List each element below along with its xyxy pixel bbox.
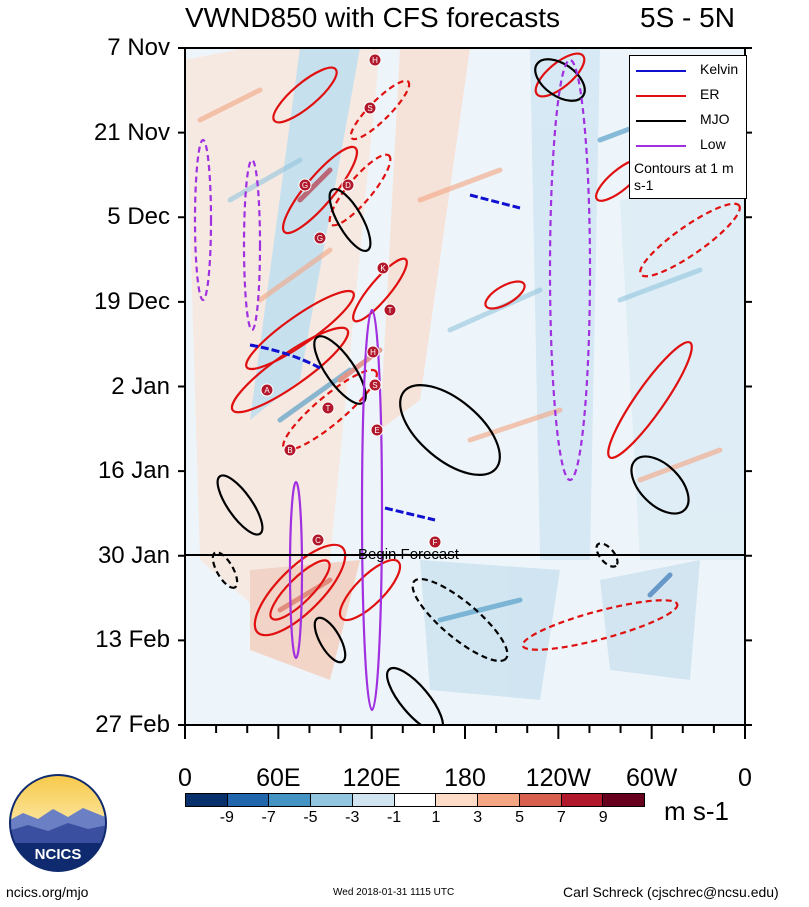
cyclone-marker: H (368, 53, 382, 67)
svg-text:F: F (433, 538, 438, 547)
legend-label: MJO (700, 111, 730, 127)
colorbar-swatch (311, 794, 353, 806)
footer-url[interactable]: ncics.org/mjo (6, 884, 89, 900)
svg-text:H: H (370, 348, 376, 357)
footer-author: Carl Schreck (cjschrec@ncsu.edu) (563, 884, 779, 900)
legend: Kelvin ER MJO Low Contours at 1 m s-1 (629, 55, 747, 199)
svg-text:E: E (374, 426, 379, 435)
legend-item: Kelvin (636, 60, 744, 82)
svg-text:G: G (317, 234, 323, 243)
y-tick-label: 7 Nov (107, 34, 170, 61)
svg-text:H: H (372, 56, 378, 65)
colorbar-tick-label: 7 (556, 809, 566, 826)
colorbar-swatch (186, 794, 228, 806)
svg-text:B: B (287, 446, 292, 455)
colorbar-tick-label: -9 (219, 809, 234, 826)
colorbar-tick-label: 9 (598, 809, 608, 826)
cyclone-marker: T (321, 401, 335, 415)
ncics-logo: NCICS (9, 774, 107, 872)
svg-text:D: D (345, 181, 351, 190)
colorbar-tick-label: -3 (345, 809, 360, 826)
colorbar-swatch (436, 794, 479, 806)
legend-label: Kelvin (700, 61, 739, 77)
x-tick-label: 180 (444, 764, 486, 792)
cyclone-marker: H (366, 345, 380, 359)
colorbar-units: m s-1 (664, 796, 729, 826)
colorbar-swatch (519, 794, 562, 806)
legend-swatch (636, 145, 686, 147)
cyclone-marker: K (376, 261, 390, 275)
logo-text: NCICS (35, 846, 82, 863)
legend-swatch (636, 95, 686, 97)
legend-note: Contours at 1 m s-1 (634, 160, 734, 193)
y-tick-label: 13 Feb (95, 626, 170, 654)
legend-label: ER (700, 86, 720, 102)
legend-item: MJO (636, 110, 744, 132)
cyclone-marker: F (428, 535, 442, 549)
legend-item: ER (636, 85, 744, 107)
cyclone-marker: S (368, 378, 382, 392)
colorbar-swatch (269, 794, 312, 806)
y-tick-label: 16 Jan (97, 457, 170, 485)
colorbar-swatch (394, 794, 437, 806)
y-tick-label: 21 Nov (93, 118, 170, 146)
y-tick-label: 30 Jan (97, 541, 170, 569)
svg-text:T: T (326, 404, 331, 413)
colorbar-tick-label: -7 (261, 809, 276, 826)
y-tick-label: 2 Jan (111, 372, 170, 400)
legend-swatch (636, 70, 686, 72)
x-tick-label: 60E (256, 764, 301, 792)
colorbar-tick-label: -1 (386, 809, 402, 826)
colorbar-swatch (478, 794, 520, 806)
cyclone-marker: B (283, 443, 297, 457)
legend-label: Low (700, 136, 726, 152)
cyclone-marker: E (370, 423, 384, 437)
y-tick-label: 27 Feb (95, 711, 170, 738)
chart-region: 5S - 5N (640, 2, 735, 33)
svg-text:A: A (264, 386, 270, 395)
colorbar-swatch (561, 794, 604, 806)
colorbar-tick-label: -5 (303, 809, 318, 826)
svg-text:K: K (380, 264, 386, 273)
colorbar-swatch (352, 794, 395, 806)
colorbar (185, 793, 645, 807)
cyclone-marker: T (383, 303, 397, 317)
legend-item: Low (636, 135, 744, 157)
footer-timestamp: Wed 2018-01-31 1115 UTC (333, 887, 455, 898)
colorbar-tick-label: 1 (431, 809, 441, 826)
colorbar-swatch (227, 794, 270, 806)
svg-text:S: S (372, 381, 377, 390)
begin-forecast-label: Begin Forecast (358, 546, 459, 563)
colorbar-swatch (603, 794, 645, 806)
cyclone-marker: C (311, 533, 325, 547)
cyclone-marker: A (260, 383, 274, 397)
svg-text:G: G (302, 181, 308, 190)
legend-swatch (636, 120, 686, 122)
svg-text:S: S (367, 104, 372, 113)
cyclone-marker: G (298, 178, 312, 192)
colorbar-tick-label: 5 (515, 809, 524, 826)
y-tick-label: 5 Dec (107, 203, 170, 231)
svg-text:C: C (315, 536, 321, 545)
cyclone-marker: G (313, 231, 327, 245)
x-tick-label: 60W (625, 764, 678, 792)
y-tick-label: 19 Dec (93, 287, 170, 315)
svg-text:T: T (388, 306, 393, 315)
x-tick-label: 120E (342, 764, 401, 792)
cyclone-marker: D (341, 178, 355, 192)
chart-title: VWND850 with CFS forecasts (185, 2, 560, 33)
cyclone-marker: S (363, 101, 377, 115)
x-tick-label: 0 (178, 764, 192, 792)
x-tick-label: 0 (738, 764, 752, 792)
x-tick-label: 120W (525, 764, 591, 792)
colorbar-tick-label: 3 (473, 809, 483, 826)
